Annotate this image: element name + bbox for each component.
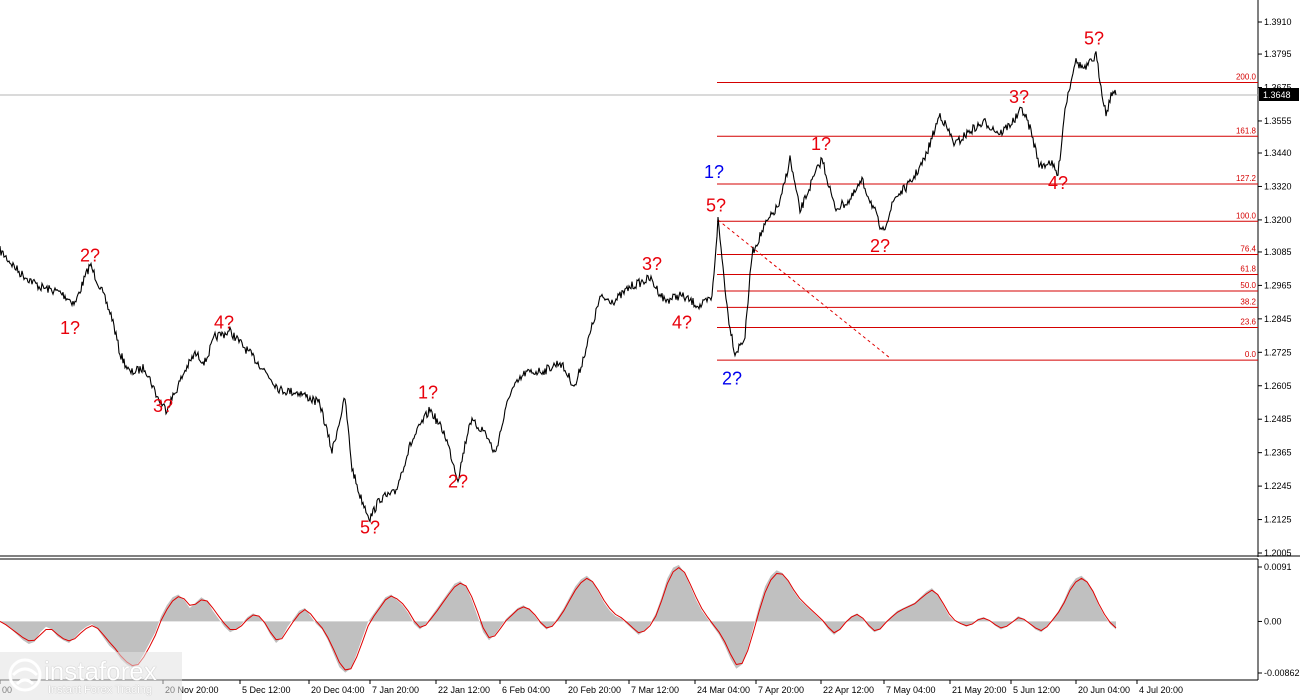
price-axis-tick-label: 1.2245	[1264, 481, 1292, 491]
price-line	[0, 51, 1117, 524]
price-axis-tick-label: 1.2125	[1264, 515, 1292, 525]
fib-level-label: 0.0	[1245, 350, 1257, 359]
time-axis-tick-label: 5 Dec 12:00	[242, 685, 291, 695]
wave-label: 5?	[360, 517, 380, 537]
time-axis-tick-label: 20 Nov 20:00	[165, 685, 219, 695]
time-axis-tick-label: 7 Apr 20:00	[758, 685, 804, 695]
brand-name: instaforex	[44, 656, 157, 686]
wave-label: 1?	[418, 382, 438, 402]
wave-label: 3?	[153, 396, 173, 416]
time-axis-tick-label: 21 May 20:00	[952, 685, 1007, 695]
fib-level-label: 161.8	[1236, 126, 1257, 135]
price-axis-tick-label: 1.3085	[1264, 247, 1292, 257]
fib-level-label: 127.2	[1236, 174, 1257, 183]
wave-label: 2?	[80, 246, 100, 266]
wave-label: 1?	[60, 318, 80, 338]
time-axis-tick-label: 22 Jan 12:00	[438, 685, 490, 695]
wave-label: 2?	[722, 368, 742, 388]
wave-label: 4?	[214, 313, 234, 333]
wave-label: 2?	[870, 236, 890, 256]
time-axis-tick-label: 24 Mar 04:00	[697, 685, 750, 695]
wave-label: 3?	[642, 254, 662, 274]
price-axis-tick-label: 1.2845	[1264, 314, 1292, 324]
current-price-tag: 1.3648	[1259, 88, 1299, 101]
price-axis-tick-label: 1.2725	[1264, 347, 1292, 357]
fib-level-label: 61.8	[1240, 265, 1256, 274]
time-axis-tick-label: 4 Jul 20:00	[1139, 685, 1183, 695]
oscillator-axis: 0.0091 0.00 -0.00862	[1258, 562, 1300, 678]
price-axis-tick-label: 1.2005	[1264, 548, 1292, 558]
price-axis-tick-label: 1.3910	[1264, 17, 1292, 27]
fib-level-label: 200.0	[1236, 72, 1257, 81]
fib-level-label: 38.2	[1240, 297, 1256, 306]
wave-labels: 2? 1? 4? 3? 5? 1? 2? 3? 4? 1? 5? 2? 1? 2? 3? 4? 5?	[60, 28, 1104, 537]
price-axis-tick-label: 1.3675	[1264, 83, 1292, 93]
wave-label: 3?	[1009, 87, 1029, 107]
price-axis-tick-label: 1.3320	[1264, 181, 1292, 191]
wave-label: 5?	[706, 196, 726, 216]
oscillator-axis-tick-label: -0.00862	[1264, 668, 1300, 678]
svg-text:1.3648: 1.3648	[1263, 90, 1291, 100]
oscillator-axis-tick-label: 0.00	[1264, 616, 1282, 626]
price-axis-tick-label: 1.3795	[1264, 49, 1292, 59]
fib-level-label: 23.6	[1240, 317, 1256, 326]
brand-tagline: Instant Forex Trading	[48, 684, 152, 696]
oscillator-axis-tick-label: 0.0091	[1264, 562, 1292, 572]
wave-label: 4?	[1048, 173, 1068, 193]
time-axis-tick-label: 6 Feb 04:00	[502, 685, 550, 695]
price-axis-tick-label: 1.2365	[1264, 448, 1292, 458]
time-axis-tick-label: 7 Mar 12:00	[631, 685, 679, 695]
fib-level-label: 50.0	[1240, 281, 1256, 290]
price-axis-tick-label: 1.3555	[1264, 116, 1292, 126]
price-axis-tick-label: 1.3440	[1264, 148, 1292, 158]
main-plot-area	[0, 0, 1258, 555]
brand-logo: instaforex Instant Forex Trading	[0, 652, 182, 700]
wave-label: 2?	[448, 471, 468, 491]
fibonacci-levels: 200.0 161.8 127.2 100.0 76.4 61.8 50.0 38.2 23.6…	[717, 72, 1258, 361]
brand-logo-icon	[8, 658, 42, 692]
time-axis-tick-label: 20 Jun 04:00	[1078, 685, 1130, 695]
price-axis-tick-label: 1.2485	[1264, 414, 1292, 424]
time-axis-tick-label: 5 Jun 12:00	[1013, 685, 1060, 695]
price-axis-tick-label: 1.2605	[1264, 381, 1292, 391]
oscillator-panel	[0, 564, 1117, 673]
oscillator-signal-line	[0, 566, 1117, 671]
price-series	[0, 51, 1117, 524]
price-axis-tick-label: 1.3200	[1264, 215, 1292, 225]
time-axis-tick-label: 20 Dec 04:00	[311, 685, 365, 695]
wave-label: 1?	[811, 134, 831, 154]
fib-level-label: 100.0	[1236, 211, 1257, 220]
wave-label: 5?	[1084, 28, 1104, 48]
price-axis-tick-label: 1.2965	[1264, 280, 1292, 290]
wave-label: 4?	[672, 313, 692, 333]
time-axis-tick-label: 20 Feb 20:00	[568, 685, 621, 695]
wave-label: 1?	[704, 162, 724, 182]
fib-level-label: 76.4	[1240, 244, 1256, 253]
time-axis-tick-label: 22 Apr 12:00	[823, 685, 874, 695]
price-axis: 1.3910 1.3795 1.3675 1.3555 1.3440 1.3320 1.32…	[1258, 17, 1292, 558]
fib-diagonal	[717, 219, 891, 359]
time-axis-tick-label: 7 May 04:00	[886, 685, 936, 695]
time-axis-tick-label: 7 Jan 20:00	[372, 685, 419, 695]
